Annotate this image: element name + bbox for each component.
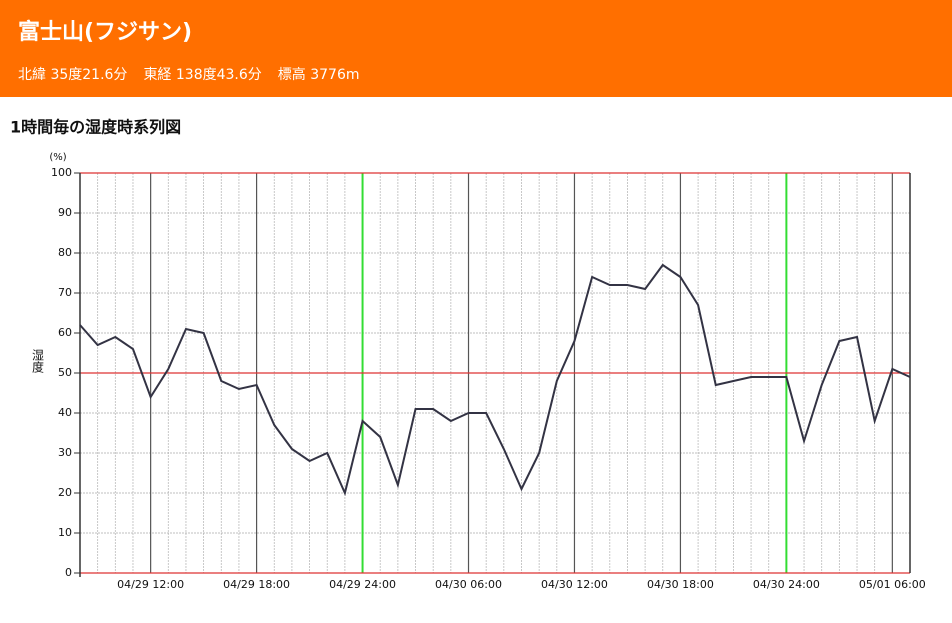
- y-axis-label: 湿度: [31, 348, 45, 373]
- header: 富士山(フジサン) 北緯 35度21.6分 東経 138度43.6分 標高 3776…: [0, 0, 952, 97]
- humidity-line: [79, 263, 911, 497]
- y-tick-label: 70: [58, 286, 72, 299]
- y-tick-label: 40: [58, 406, 72, 419]
- y-tick-label: 100: [51, 166, 72, 179]
- y-unit: (%): [49, 152, 66, 163]
- x-tick-label: 04/30 12:00: [541, 578, 608, 591]
- y-tick-label: 50: [58, 366, 72, 379]
- x-tick-label: 04/29 18:00: [223, 578, 290, 591]
- chart-title: 1時間毎の湿度時系列図: [10, 118, 181, 137]
- x-tick-label: 04/29 24:00: [329, 578, 396, 591]
- longitude: 東経 138度43.6分: [143, 67, 262, 83]
- y-tick-label: 10: [58, 526, 72, 539]
- x-tick-label: 05/01 06:00: [859, 578, 926, 591]
- y-tick-label: 90: [58, 206, 72, 219]
- x-tick-label: 04/30 06:00: [435, 578, 502, 591]
- y-tick-label: 80: [58, 246, 72, 259]
- station-title: 富士山(フジサン): [18, 20, 193, 45]
- x-tick-label: 04/30 24:00: [753, 578, 820, 591]
- station-info: 北緯 35度21.6分 東経 138度43.6分 標高 3776m: [18, 64, 376, 84]
- x-tick-label: 04/30 18:00: [647, 578, 714, 591]
- y-tick-label: 0: [65, 566, 72, 579]
- y-tick-label: 60: [58, 326, 72, 339]
- x-tick-label: 04/29 12:00: [117, 578, 184, 591]
- y-tick-label: 20: [58, 486, 72, 499]
- y-tick-label: 30: [58, 446, 72, 459]
- latitude: 北緯 35度21.6分: [18, 67, 128, 83]
- elevation: 標高 3776m: [277, 67, 360, 83]
- chart: 1時間毎の湿度時系列図 (%) 湿度 0 10 20 30 40 50 60 70 80 90 10…: [10, 118, 926, 592]
